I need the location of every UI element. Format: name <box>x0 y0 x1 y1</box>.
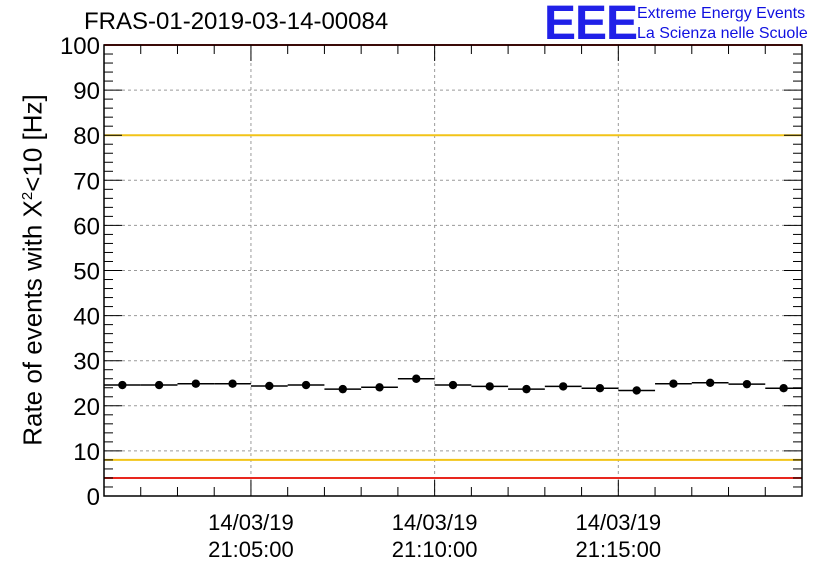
data-point <box>412 374 421 383</box>
x-tick-label-time: 21:10:00 <box>392 537 478 562</box>
logo-line-2: La Scienza nelle Scuole <box>637 25 808 42</box>
data-point <box>448 380 458 390</box>
y-tick-label: 0 <box>87 484 100 511</box>
y-tick-label: 60 <box>73 213 100 240</box>
data-point <box>191 379 201 388</box>
y-tick-label: 30 <box>73 349 100 376</box>
data-point <box>669 379 678 388</box>
y-tick-label: 80 <box>73 123 100 150</box>
logo-line-1: Extreme Energy Events <box>637 5 806 22</box>
x-tick-label-date: 14/03/19 <box>392 510 478 535</box>
data-point <box>595 384 605 393</box>
y-tick-label: 10 <box>73 439 100 466</box>
x-tick-label-time: 21:15:00 <box>575 537 661 562</box>
data-point <box>375 383 384 392</box>
data-point <box>485 382 494 391</box>
logo-mark: EEE <box>544 0 638 50</box>
data-point <box>779 384 788 393</box>
data-point <box>559 382 568 391</box>
data-point <box>301 380 311 390</box>
data-point <box>632 386 641 395</box>
data-point <box>338 384 347 394</box>
y-tick-label: 50 <box>73 259 100 286</box>
data-point <box>705 378 715 387</box>
x-tick-label-date: 14/03/19 <box>208 510 294 535</box>
data-point <box>228 379 237 388</box>
y-tick-label: 70 <box>73 168 100 195</box>
data-point <box>154 380 164 390</box>
eee-logo: EEE Extreme Energy Events La Scienza nel… <box>544 0 834 50</box>
y-tick-label: 90 <box>73 78 100 105</box>
chart-title: FRAS-01-2019-03-14-00084 <box>84 8 389 35</box>
y-tick-label: 20 <box>73 394 100 421</box>
data-point <box>265 381 274 391</box>
x-tick-label-date: 14/03/19 <box>575 510 661 535</box>
data-point <box>522 384 531 394</box>
data-point <box>118 380 127 390</box>
y-tick-label: 40 <box>73 304 100 331</box>
x-tick-label-time: 21:05:00 <box>208 537 294 562</box>
data-point <box>742 379 752 389</box>
y-tick-label: 100 <box>60 33 100 60</box>
